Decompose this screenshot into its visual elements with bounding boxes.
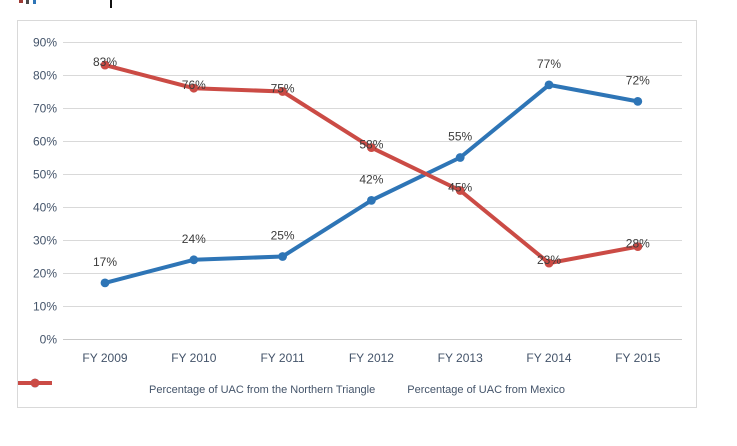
data-point — [455, 186, 465, 195]
y-tick-label: 80% — [33, 69, 57, 83]
x-tick-label: FY 2010 — [171, 351, 216, 365]
legend-label: Percentage of UAC from Mexico — [407, 384, 565, 396]
chart-frame: 0% 10% 20% 30% 40% 50% 60% 70% 80% 90% FY 2009 FY 2… — [17, 20, 697, 408]
legend: Percentage of UAC from the Northern Tria… — [18, 378, 696, 402]
data-point — [633, 97, 643, 106]
data-label: 24% — [182, 232, 206, 246]
data-label: 72% — [626, 73, 650, 87]
legend-label: Percentage of UAC from the Northern Tria… — [149, 384, 376, 396]
data-point — [278, 252, 287, 261]
data-label: 58% — [359, 138, 383, 152]
y-tick-label: 10% — [33, 300, 57, 314]
data-point — [633, 242, 643, 252]
data-label: 25% — [271, 229, 295, 243]
line-chart-plot: 0% 10% 20% 30% 40% 50% 60% 70% 80% 90% FY 2009 FY 2… — [33, 36, 682, 365]
text-cursor-artifact — [110, 0, 112, 8]
data-point — [455, 153, 465, 162]
data-label: 28% — [626, 237, 650, 251]
legend-item-0: Percentage of UAC from the Northern Tria… — [18, 378, 376, 396]
y-tick-label: 90% — [33, 36, 57, 50]
data-point — [367, 143, 376, 152]
data-label: 55% — [448, 130, 472, 144]
data-point — [544, 80, 554, 90]
legend-marker-line-icon — [18, 378, 52, 388]
cropped-text-artifact — [33, 0, 36, 4]
x-tick-label: FY 2009 — [82, 351, 127, 365]
x-tick-label: FY 2015 — [615, 351, 660, 365]
data-label: 45% — [448, 181, 472, 195]
data-point — [367, 196, 376, 205]
data-label: 77% — [537, 57, 561, 71]
data-point — [189, 83, 199, 93]
y-tick-label: 30% — [33, 234, 57, 248]
data-point — [544, 258, 554, 268]
data-point — [189, 255, 199, 265]
data-label: 23% — [537, 253, 561, 267]
data-point — [100, 278, 110, 288]
y-tick-label: 40% — [33, 201, 57, 215]
x-tick-label: FY 2013 — [438, 351, 483, 365]
data-label: 76% — [182, 78, 206, 92]
y-tick-label: 0% — [40, 333, 58, 347]
data-label: 83% — [93, 55, 117, 69]
y-tick-label: 20% — [33, 267, 57, 281]
x-tick-label: FY 2014 — [526, 351, 571, 365]
y-tick-label: 60% — [33, 135, 57, 149]
data-point — [278, 87, 287, 96]
cropped-text-artifact — [26, 0, 29, 4]
x-tick-label: FY 2012 — [349, 351, 394, 365]
x-tick-label: FY 2011 — [260, 351, 305, 365]
legend-item-1: Percentage of UAC from Mexico — [18, 378, 565, 396]
y-tick-label: 50% — [33, 168, 57, 182]
y-tick-label: 70% — [33, 102, 57, 116]
data-label: 42% — [359, 172, 383, 186]
data-point — [100, 60, 110, 70]
data-label: 75% — [271, 82, 295, 96]
data-label: 17% — [93, 255, 117, 269]
cropped-text-artifact — [19, 0, 23, 3]
